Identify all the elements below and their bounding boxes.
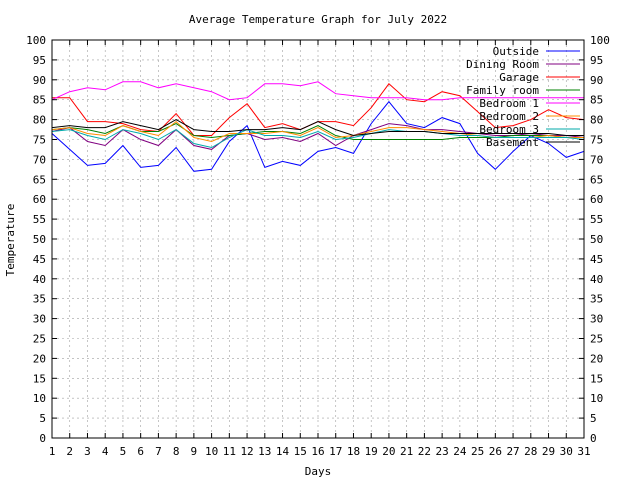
x-tick-label: 3 — [84, 445, 91, 458]
x-tick-label: 18 — [347, 445, 360, 458]
y-tick-label: 15 — [33, 372, 46, 385]
y-tick-label: 90 — [33, 74, 46, 87]
x-tick-label: 4 — [102, 445, 109, 458]
y-tick-label: 100 — [26, 34, 46, 47]
x-tick-label: 26 — [489, 445, 502, 458]
x-tick-label: 14 — [276, 445, 290, 458]
x-tick-label: 21 — [400, 445, 413, 458]
chart-title: Average Temperature Graph for July 2022 — [189, 13, 447, 26]
y2-tick-label: 60 — [590, 193, 603, 206]
x-tick-label: 31 — [577, 445, 590, 458]
y2-tick-label: 30 — [590, 313, 603, 326]
y-tick-label: 65 — [33, 173, 46, 186]
y2-tick-label: 10 — [590, 392, 603, 405]
y-tick-label: 10 — [33, 392, 46, 405]
legend-label-bedroom-2: Bedroom 2 — [479, 110, 539, 123]
y-tick-label: 75 — [33, 134, 46, 147]
legend-label-dining-room: Dining Room — [466, 58, 539, 71]
series-lines — [51, 81, 585, 172]
x-tick-label: 15 — [294, 445, 307, 458]
legend-label-garage: Garage — [499, 71, 539, 84]
x-tick-label: 2 — [66, 445, 73, 458]
y2-tick-label: 85 — [590, 94, 603, 107]
x-tick-label: 25 — [471, 445, 484, 458]
legend-label-bedroom-1: Bedroom 1 — [479, 97, 539, 110]
y2-tick-label: 5 — [590, 412, 597, 425]
legend-label-basement: Basement — [486, 136, 539, 149]
y2-tick-label: 45 — [590, 253, 603, 266]
y-tick-label: 20 — [33, 352, 46, 365]
y-tick-label: 45 — [33, 253, 46, 266]
y2-tick-label: 20 — [590, 352, 603, 365]
y2-tick-label: 90 — [590, 74, 603, 87]
y2-tick-label: 65 — [590, 173, 603, 186]
x-tick-label: 24 — [453, 445, 467, 458]
x-axis-label: Days — [305, 465, 332, 478]
y2-tick-label: 35 — [590, 293, 603, 306]
y2-tick-label: 25 — [590, 333, 603, 346]
x-tick-label: 12 — [240, 445, 253, 458]
x-tick-label: 10 — [205, 445, 218, 458]
x-tick-label: 6 — [137, 445, 144, 458]
y2-tick-label: 55 — [590, 213, 603, 226]
y-tick-label: 0 — [39, 432, 46, 445]
y-tick-label: 95 — [33, 54, 46, 67]
y-axis-label: Temperature — [4, 204, 17, 277]
series-line-bedroom-1 — [51, 81, 584, 101]
x-tick-label: 13 — [258, 445, 271, 458]
y-tick-label: 55 — [33, 213, 46, 226]
x-tick-label: 30 — [560, 445, 573, 458]
x-tick-label: 9 — [191, 445, 198, 458]
y-tick-label: 30 — [33, 313, 46, 326]
y-tick-label: 70 — [33, 153, 46, 166]
y2-tick-label: 15 — [590, 372, 603, 385]
x-tick-label: 23 — [436, 445, 449, 458]
y2-tick-label: 80 — [590, 114, 603, 127]
x-tick-label: 16 — [311, 445, 324, 458]
series-line-dining-room — [51, 123, 585, 150]
y2-tick-label: 0 — [590, 432, 597, 445]
x-tick-label: 17 — [329, 445, 342, 458]
grid — [52, 40, 584, 438]
legend-label-bedroom-3: Bedroom 3 — [479, 123, 539, 136]
y-tick-label: 50 — [33, 233, 46, 246]
legend-label-outside: Outside — [493, 45, 539, 58]
y-tick-label: 5 — [39, 412, 46, 425]
x-tick-label: 22 — [418, 445, 431, 458]
x-tick-label: 1 — [49, 445, 56, 458]
x-tick-label: 8 — [173, 445, 180, 458]
x-tick-label: 5 — [120, 445, 127, 458]
series-line-basement — [51, 119, 584, 137]
y2-tick-label: 70 — [590, 153, 603, 166]
y2-tick-label: 100 — [590, 34, 610, 47]
x-tick-label: 29 — [542, 445, 555, 458]
series-line-outside — [51, 100, 585, 172]
x-tick-label: 11 — [223, 445, 236, 458]
series-line-bedroom-3 — [51, 129, 585, 149]
x-tick-label: 27 — [506, 445, 519, 458]
y-tick-label: 40 — [33, 273, 46, 286]
y-tick-label: 80 — [33, 114, 46, 127]
y2-tick-label: 50 — [590, 233, 603, 246]
y2-tick-label: 95 — [590, 54, 603, 67]
x-tick-label: 7 — [155, 445, 162, 458]
y-tick-label: 35 — [33, 293, 46, 306]
x-tick-label: 20 — [382, 445, 395, 458]
y-tick-label: 85 — [33, 94, 46, 107]
y-tick-label: 25 — [33, 333, 46, 346]
y2-tick-label: 75 — [590, 134, 603, 147]
legend-label-family-room: Family room — [466, 84, 539, 97]
x-tick-label: 19 — [365, 445, 378, 458]
y2-tick-label: 40 — [590, 273, 603, 286]
x-tick-label: 28 — [524, 445, 537, 458]
y-tick-label: 60 — [33, 193, 46, 206]
